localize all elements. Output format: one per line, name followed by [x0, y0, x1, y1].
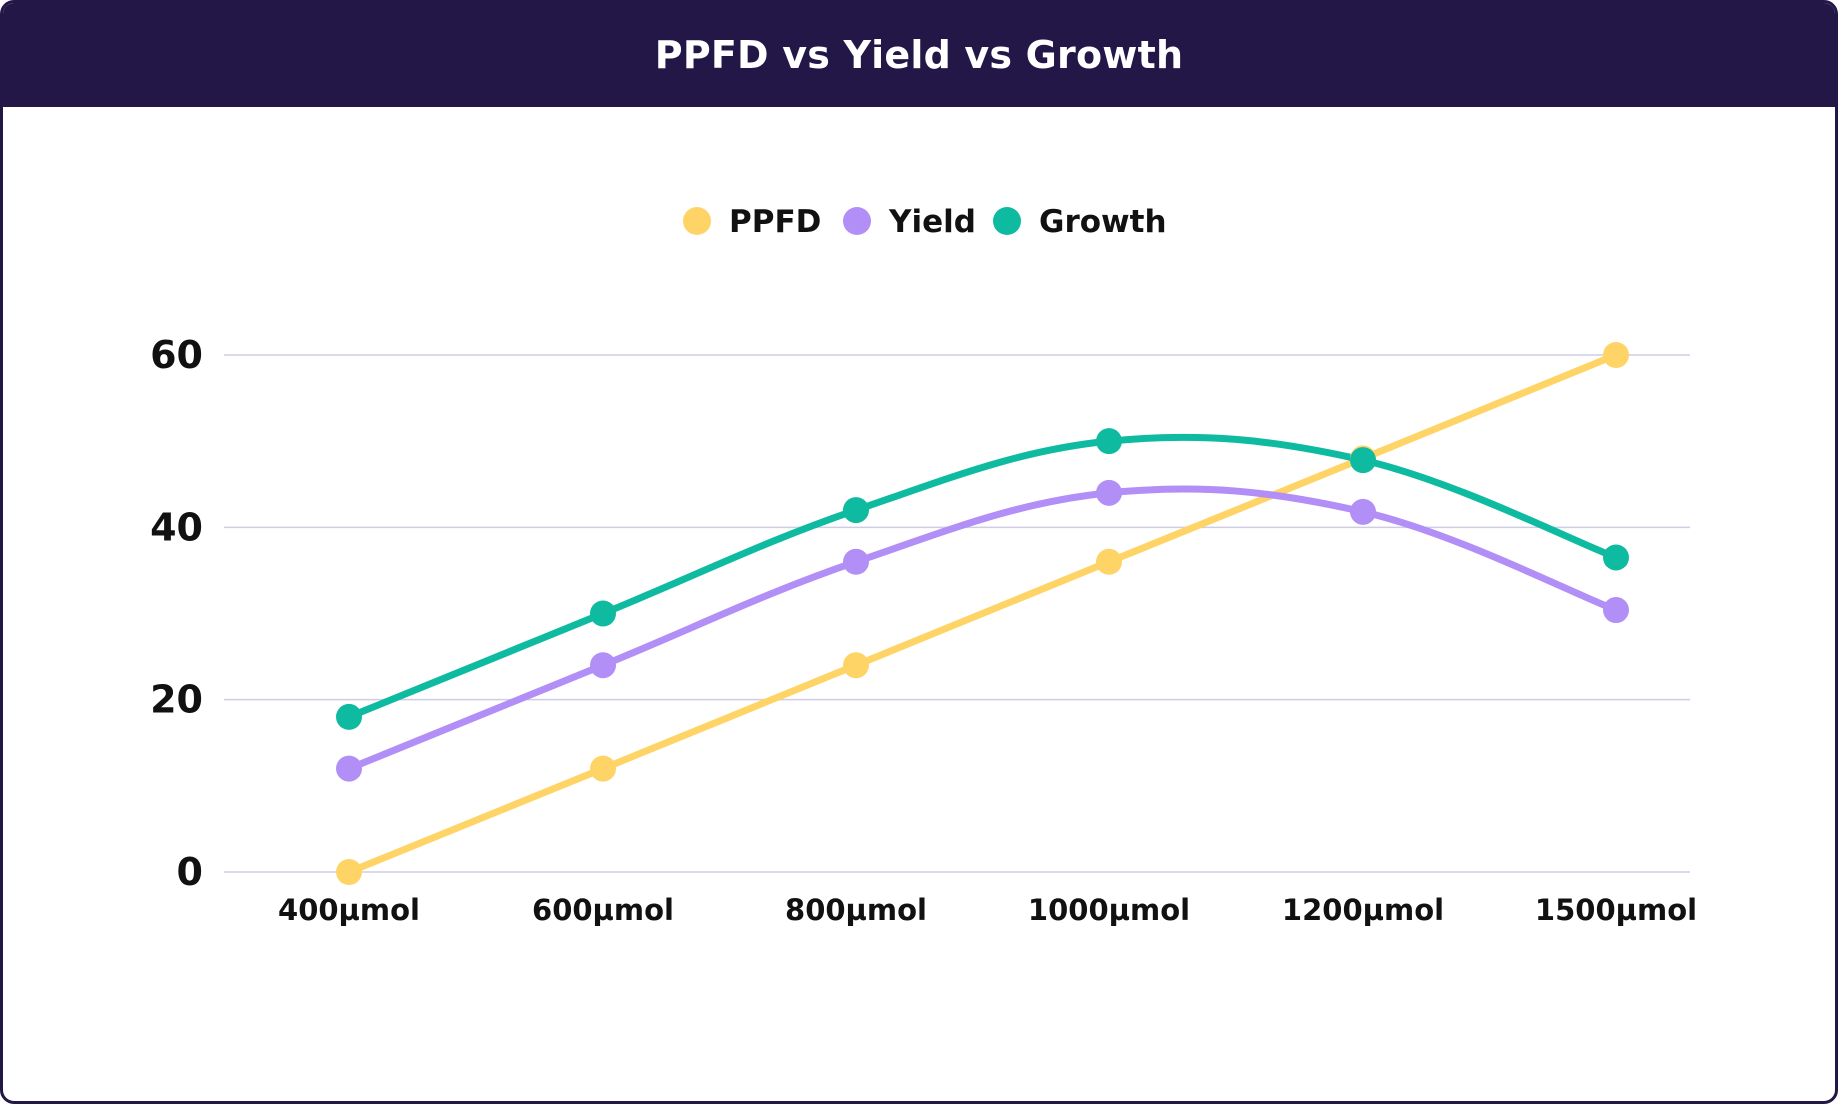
y-axis-ticks: 0 20 40 60	[150, 333, 203, 894]
growth-data-point[interactable]	[843, 497, 869, 524]
legend-item-yield[interactable]: Yield	[843, 204, 976, 240]
yield-data-point[interactable]	[1350, 498, 1376, 525]
legend-item-ppfd[interactable]: PPFD	[683, 204, 821, 240]
growth-data-point[interactable]	[1603, 544, 1629, 571]
growth-data-point[interactable]	[1096, 428, 1122, 455]
ppfd-data-point[interactable]	[1096, 548, 1122, 575]
ppfd-data-point[interactable]	[336, 859, 362, 885]
series-lines	[345, 351, 1620, 876]
x-tick-label: 1000µmol	[1028, 893, 1190, 927]
x-tick-label: 600µmol	[532, 893, 674, 927]
legend-swatch-growth	[993, 207, 1021, 235]
y-tick-label: 0	[177, 850, 203, 894]
ppfd-data-point[interactable]	[843, 652, 869, 679]
x-axis-ticks: 400µmol 600µmol 800µmol 1000µmol 1200µmol 150…	[278, 893, 1697, 927]
legend-swatch-ppfd	[683, 207, 711, 235]
y-tick-label: 20	[150, 678, 203, 722]
yield-data-point[interactable]	[336, 755, 362, 782]
chart-title: PPFD vs Yield vs Growth	[654, 33, 1184, 77]
x-tick-label: 400µmol	[278, 893, 420, 927]
x-tick-label: 1500µmol	[1535, 893, 1697, 927]
legend-swatch-yield	[843, 207, 871, 235]
legend-label-yield: Yield	[888, 204, 976, 240]
growth-data-point[interactable]	[590, 600, 616, 627]
growth-series-line	[345, 433, 1620, 721]
growth-data-point[interactable]	[1350, 447, 1376, 474]
legend-label-growth: Growth	[1039, 204, 1167, 240]
ppfd-data-point[interactable]	[590, 755, 616, 782]
legend-label-ppfd: PPFD	[729, 204, 821, 240]
chart-header: PPFD vs Yield vs Growth	[3, 3, 1835, 107]
y-tick-label: 60	[150, 333, 203, 377]
ppfd-data-point[interactable]	[1603, 342, 1629, 368]
y-tick-label: 40	[150, 505, 203, 549]
series-points	[336, 342, 1629, 885]
growth-data-point[interactable]	[336, 703, 362, 730]
yield-data-point[interactable]	[1603, 597, 1629, 624]
line-chart: 0 20 40 60 400µmol 600µmol 800µmol 1000µmol 120…	[150, 204, 1697, 927]
yield-series-line	[345, 485, 1620, 773]
yield-data-point[interactable]	[1096, 479, 1122, 506]
yield-data-point[interactable]	[590, 652, 616, 679]
legend[interactable]: PPFD Yield Growth	[683, 204, 1167, 240]
x-tick-label: 1200µmol	[1282, 893, 1444, 927]
legend-item-growth[interactable]: Growth	[993, 204, 1167, 240]
gridlines	[224, 354, 1690, 873]
yield-data-point[interactable]	[843, 548, 869, 575]
ppfd-series-line	[345, 351, 1620, 876]
x-tick-label: 800µmol	[785, 893, 927, 927]
